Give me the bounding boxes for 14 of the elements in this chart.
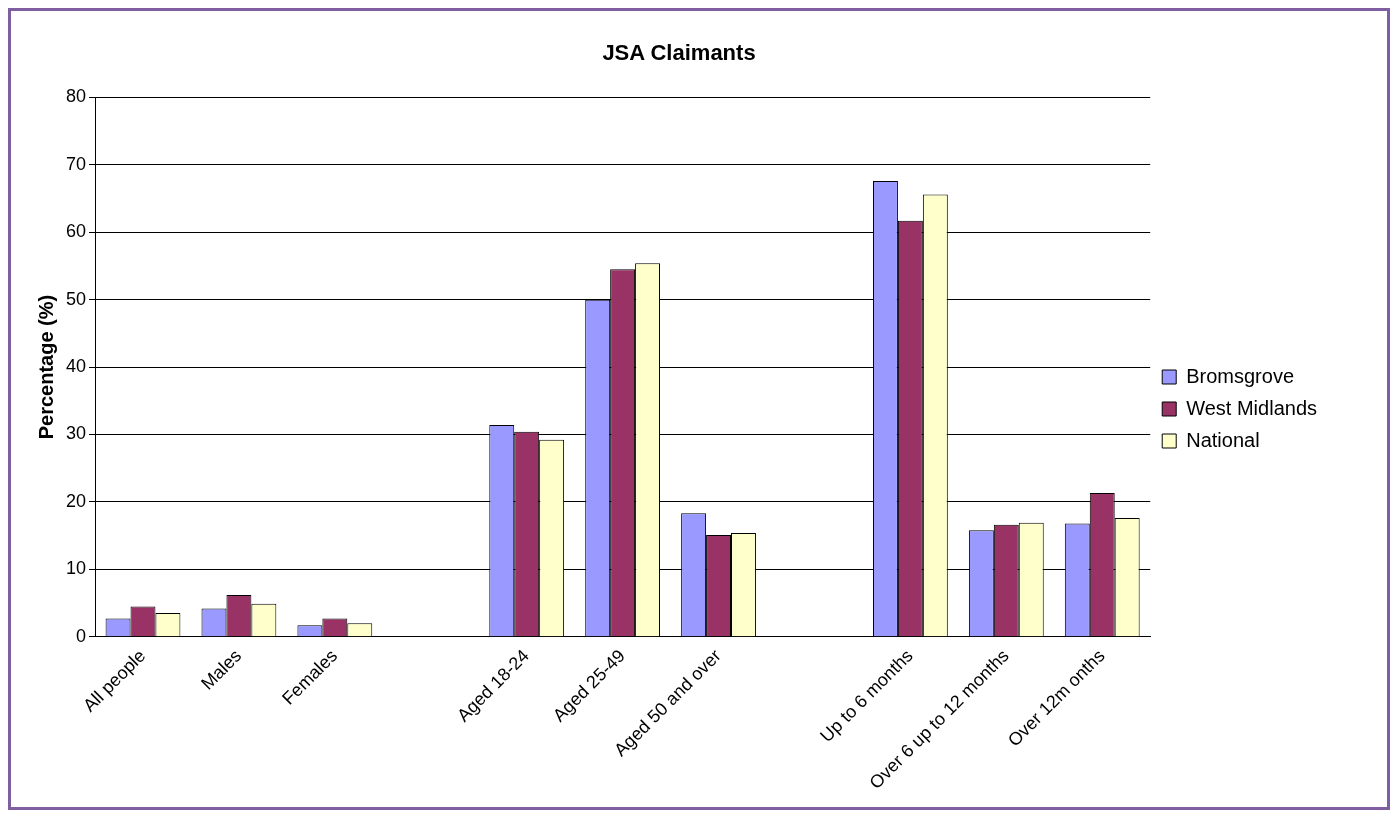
y-tick-label: 50 <box>65 288 87 309</box>
legend-label: Bromsgrove <box>1186 364 1295 387</box>
y-tick-label: 0 <box>76 625 87 646</box>
y-tick-label: 10 <box>65 558 87 579</box>
legend-label: National <box>1186 428 1260 451</box>
legend-label: West Midlands <box>1186 396 1318 419</box>
y-axis-title: Percentage (%) <box>34 294 57 440</box>
y-tick-label: 20 <box>65 490 87 511</box>
y-tick-label: 60 <box>65 221 87 242</box>
y-tick-label: 40 <box>65 356 87 377</box>
y-tick-label: 30 <box>65 423 87 444</box>
chart-title: JSA Claimants <box>602 40 756 66</box>
y-tick-label: 70 <box>65 153 87 174</box>
y-tick-label: 80 <box>65 86 87 107</box>
